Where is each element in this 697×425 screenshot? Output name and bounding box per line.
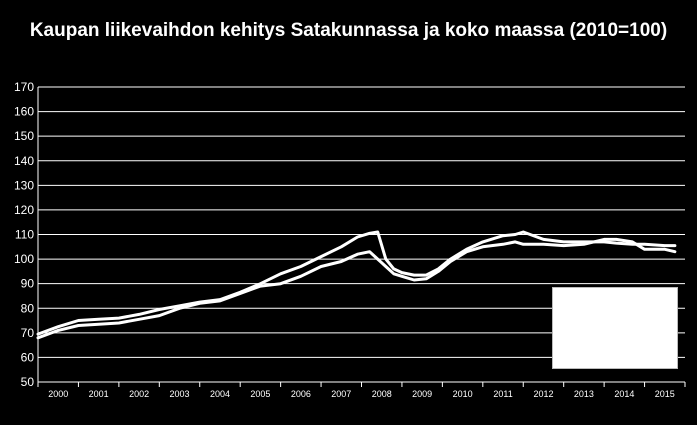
x-tick-label: 2010 <box>453 389 473 399</box>
x-tick-label: 2005 <box>250 389 270 399</box>
x-tick-label: 2007 <box>331 389 351 399</box>
x-tick-label: 2012 <box>533 389 553 399</box>
x-tick-label: 2015 <box>655 389 675 399</box>
y-tick-label: 110 <box>15 228 34 242</box>
series-line-1 <box>36 237 677 340</box>
x-tick-label: 2009 <box>412 389 432 399</box>
x-tick-label: 2004 <box>210 389 230 399</box>
x-tick-label: 2002 <box>129 389 149 399</box>
x-tick-label: 2006 <box>291 389 311 399</box>
y-tick-label: 130 <box>14 178 34 192</box>
x-tick-label: 2011 <box>493 389 512 399</box>
y-tick-label: 140 <box>14 154 34 168</box>
y-tick-label: 70 <box>21 326 35 340</box>
y-tick-label: 160 <box>14 105 34 119</box>
y-tick-label: 60 <box>21 350 35 364</box>
y-tick-label: 170 <box>14 80 34 94</box>
chart-title: Kaupan liikevaihdon kehitys Satakunnassa… <box>29 20 668 41</box>
y-tick-label: 100 <box>14 252 34 266</box>
x-tick-label: 2001 <box>89 389 109 399</box>
x-tick-label: 2013 <box>574 389 594 399</box>
legend-box <box>552 287 678 369</box>
series-line-2 <box>36 230 677 336</box>
x-tick-label: 2008 <box>372 389 392 399</box>
series-lines <box>36 230 677 340</box>
y-tick-label: 80 <box>21 301 35 315</box>
x-tick-label: 2000 <box>48 389 68 399</box>
x-tick-label: 2014 <box>614 389 634 399</box>
y-tick-label: 150 <box>14 129 34 143</box>
y-tick-label: 120 <box>14 203 34 217</box>
x-tick-label: 2003 <box>170 389 190 399</box>
y-tick-label: 50 <box>21 375 35 389</box>
y-tick-label: 90 <box>21 277 35 291</box>
x-tick-labels: 2000 2001 2002 2003 2004 2005 2006 2007 2008 2009… <box>48 389 675 399</box>
y-tick-labels: 50 60 70 80 90 100 110 120 130 140 150 160 170 <box>14 80 34 389</box>
